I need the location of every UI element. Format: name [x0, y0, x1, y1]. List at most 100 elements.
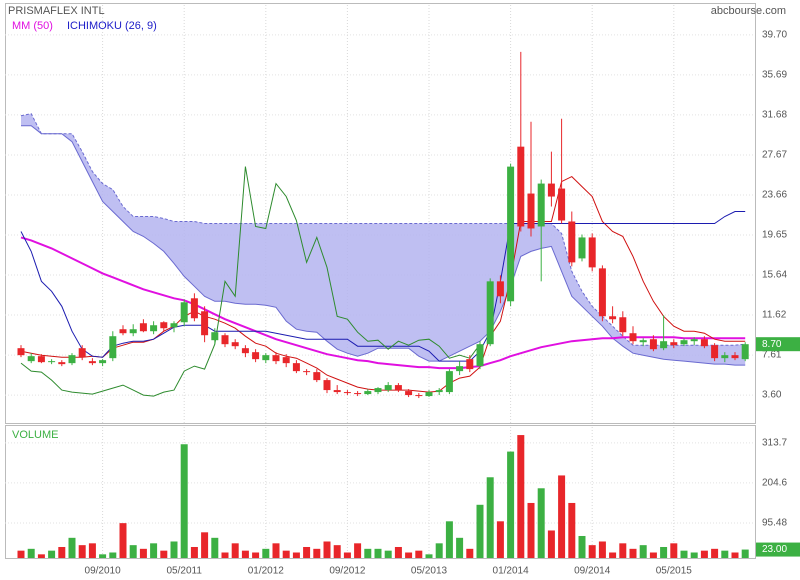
volume-bar	[496, 521, 504, 558]
ichimoku-line	[20, 175, 746, 393]
volume-bar	[527, 502, 535, 558]
candle-body	[660, 341, 668, 349]
candle-body	[211, 332, 219, 341]
candle-body	[231, 342, 239, 347]
y-tick-label: 19.65	[762, 230, 787, 241]
last-value-label: 23.00	[762, 544, 787, 555]
candle-body	[58, 362, 66, 365]
candle-body	[394, 385, 402, 391]
volume-bar	[476, 504, 484, 558]
volume-bar	[558, 475, 566, 558]
volume-bar	[374, 548, 382, 558]
volume-bar	[660, 546, 668, 558]
candle-body	[17, 348, 25, 356]
y-tick-label: 7.61	[762, 350, 782, 361]
candle-body	[578, 237, 586, 259]
volume-bar	[180, 444, 188, 558]
candle-body	[343, 392, 351, 394]
volume-bar	[58, 546, 66, 558]
candle-body	[364, 391, 372, 395]
volume-bar	[201, 532, 209, 558]
candle-body	[313, 372, 321, 381]
moving-average-line	[20, 236, 746, 370]
volume-bar	[680, 550, 688, 558]
volume-bar	[129, 545, 137, 558]
volume-bar	[262, 548, 270, 558]
cloud-edge-b	[21, 125, 746, 366]
candle-body	[27, 356, 35, 362]
candle-body	[292, 363, 300, 372]
volume-bar	[741, 549, 749, 558]
volume-bar	[639, 545, 647, 558]
candle-body	[445, 371, 453, 393]
candle-body	[558, 188, 566, 221]
x-tick-label: 09/2014	[574, 566, 611, 577]
legend-entry: MM (50)	[12, 20, 53, 32]
chart-title: PRISMAFLEX INTL	[8, 5, 105, 17]
last-value-label: 8.70	[762, 339, 782, 350]
candle-body	[48, 361, 56, 363]
volume-bar	[537, 488, 545, 558]
volume-bar	[313, 548, 321, 558]
legend-entry: ICHIMOKU (26, 9)	[67, 20, 157, 32]
candle-body	[670, 342, 678, 346]
ichimoku-cloud	[21, 113, 746, 366]
volume-bar	[384, 550, 392, 558]
candle-body	[78, 348, 86, 358]
candle-body	[425, 392, 433, 397]
candle-body	[690, 339, 698, 342]
candle-body	[37, 356, 45, 363]
candle-body	[323, 380, 331, 391]
candle-body	[649, 339, 657, 350]
volume-bar	[721, 550, 729, 558]
candle-body	[139, 323, 147, 332]
candle-body	[711, 345, 719, 359]
candle-body	[680, 340, 688, 345]
volume-bar	[629, 548, 637, 558]
y-tick-label: 23.66	[762, 190, 787, 201]
candle-body	[180, 302, 188, 323]
y-tick-label: 204.6	[762, 478, 787, 489]
candle-body	[741, 344, 749, 360]
candle-body	[476, 344, 484, 367]
y-tick-label: 35.69	[762, 70, 787, 81]
candle-body	[456, 366, 464, 372]
labels: PRISMAFLEX INTL abcbourse.com VOLUME 09/…	[8, 5, 800, 577]
volume-bar	[486, 477, 494, 558]
volume-bar	[547, 530, 555, 558]
last-value-box	[756, 542, 800, 557]
volume-bar	[99, 554, 107, 558]
volume-bar	[445, 521, 453, 558]
candle-body	[150, 325, 158, 332]
x-tick-label: 05/2015	[656, 566, 693, 577]
candle-body	[507, 166, 515, 302]
candle-body	[201, 311, 209, 336]
volume-bar	[241, 550, 249, 558]
volume-bar	[711, 548, 719, 558]
candle-body	[272, 355, 280, 362]
candle-body	[619, 317, 627, 333]
volume-bar	[37, 554, 45, 558]
candle-body	[486, 281, 494, 345]
candle-body	[537, 183, 545, 227]
candle-body	[88, 361, 96, 364]
volume-bar	[139, 548, 147, 558]
y-tick-label: 3.60	[762, 390, 782, 401]
volume-bar	[303, 546, 311, 558]
volume-bar	[48, 550, 56, 558]
volume-bar	[78, 545, 86, 558]
candle-body	[170, 323, 178, 328]
volume-bar	[649, 552, 657, 558]
candle-body	[731, 355, 739, 359]
candle-body	[252, 352, 260, 360]
candle-body	[588, 237, 596, 268]
volume-bar	[221, 552, 229, 558]
candle-body	[241, 348, 249, 354]
source: abcbourse.com	[711, 5, 786, 17]
volume-bar	[507, 451, 515, 558]
y-tick-label: 313.7	[762, 438, 787, 449]
volume-panel	[5, 425, 756, 559]
candle-body	[609, 316, 617, 320]
